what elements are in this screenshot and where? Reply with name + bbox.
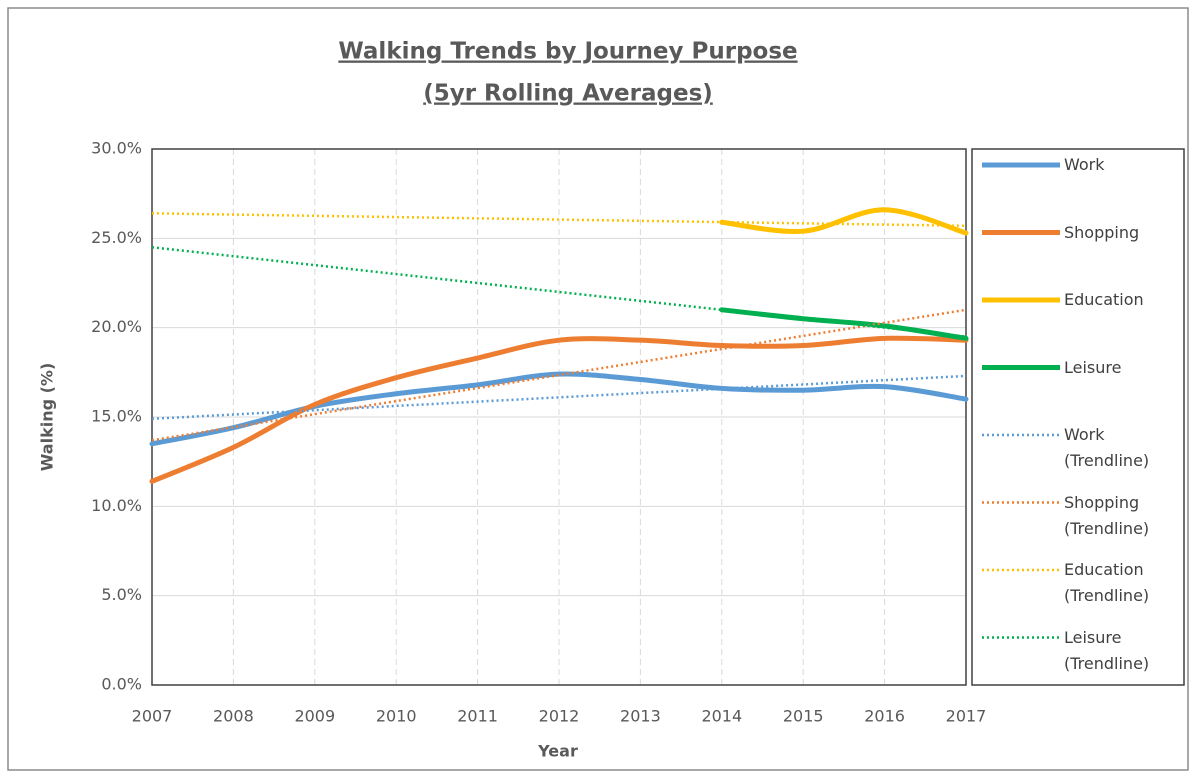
x-tick-label: 2016 (864, 707, 905, 726)
y-tick-label: 0.0% (101, 675, 142, 694)
x-tick-label: 2009 (294, 707, 335, 726)
chart-subtitle: (5yr Rolling Averages) (423, 81, 713, 107)
legend-label: Work (1064, 155, 1105, 174)
y-tick-label: 15.0% (91, 407, 142, 426)
legend-label: Shopping (1064, 222, 1140, 242)
series-line (149, 371, 969, 447)
x-tick-label: 2007 (132, 707, 173, 726)
x-tick-label: 2014 (701, 707, 742, 726)
y-tick-label: 10.0% (91, 496, 142, 515)
legend-border (971, 148, 1185, 686)
series-line (151, 308, 967, 442)
y-axis-label: Walking (%) (38, 363, 57, 472)
legend-label: Leisure (Trendline) (1064, 627, 1150, 673)
x-axis-label: Year (537, 742, 578, 761)
plot-border (151, 148, 967, 686)
legend-label: Education (1064, 290, 1144, 309)
y-tick-label: 30.0% (91, 139, 142, 158)
x-tick-label: 2017 (946, 707, 987, 726)
x-tick-label: 2013 (620, 707, 661, 726)
series-line (719, 207, 969, 236)
legend-label: Education (Trendline) (1064, 560, 1150, 605)
chart-border (7, 7, 1189, 771)
y-tick-label: 25.0% (91, 228, 142, 247)
x-tick-label: 2008 (213, 707, 254, 726)
series-line (151, 212, 967, 228)
x-tick-label: 2015 (783, 707, 824, 726)
y-tick-label: 5.0% (101, 585, 142, 604)
series-line (151, 374, 967, 421)
legend-label: Leisure (1064, 357, 1122, 377)
x-tick-label: 2011 (457, 707, 498, 726)
y-tick-label: 20.0% (91, 317, 142, 336)
chart-title: Walking Trends by Journey Purpose (338, 39, 797, 65)
legend-label: Work (Trendline) (1064, 425, 1150, 470)
x-tick-label: 2010 (376, 707, 417, 726)
legend-label: Shopping (Trendline) (1064, 492, 1150, 538)
x-tick-label: 2012 (539, 707, 580, 726)
series-line (149, 335, 969, 484)
series-line (151, 246, 967, 338)
